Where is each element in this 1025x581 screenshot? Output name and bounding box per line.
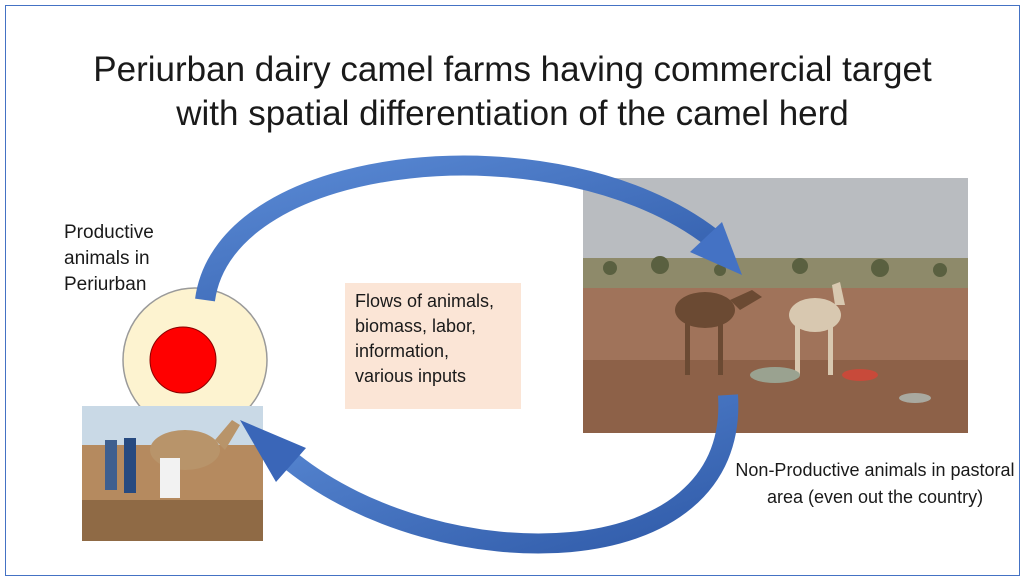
title: Periurban dairy camel farms having comme… (60, 48, 965, 136)
periurban-label: Productive animals in Periurban (64, 220, 194, 298)
slide: Periurban dairy camel farms having comme… (0, 0, 1025, 581)
pastoral-photo (583, 178, 968, 433)
periurban-photo (82, 406, 263, 541)
inner-circle (150, 327, 216, 393)
flows-label: Flows of animals, biomass, labor, inform… (345, 283, 521, 409)
pastoral-label: Non-Productive animals in pastoral area … (735, 457, 1015, 511)
